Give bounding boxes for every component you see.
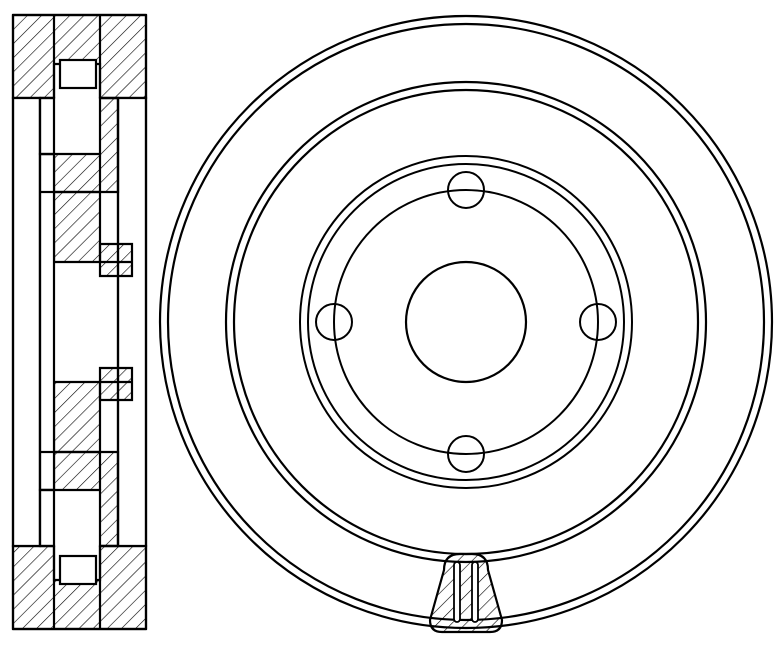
wear-indicator-tab [430,554,502,632]
rotor-section-view [13,15,146,629]
rotor-face-view [160,16,772,628]
brake-rotor-drawing [0,0,781,645]
